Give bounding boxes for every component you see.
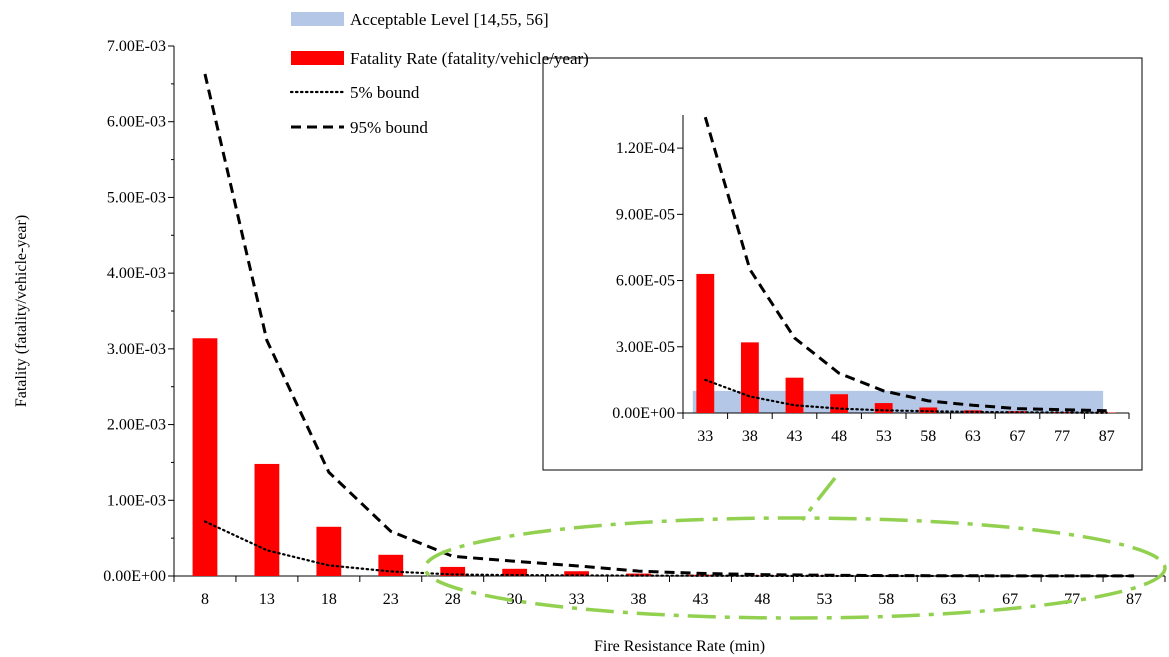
x-tick-label: 58: [878, 591, 894, 608]
x-tick-label: 43: [787, 428, 803, 445]
bound-5-line: [203, 520, 1136, 578]
legend: Acceptable Level [14,55, 56] Fatality Rat…: [289, 10, 589, 137]
fatality-rate-bar: [316, 526, 342, 576]
y-tick-label: 0.00E+00: [103, 568, 166, 585]
x-tick-label: 58: [920, 428, 936, 445]
y-tick-label: 1.00E-03: [107, 492, 166, 509]
x-tick-label: 13: [259, 591, 275, 608]
legend-label: 5% bound: [350, 83, 420, 102]
x-tick-label: 33: [569, 591, 585, 608]
x-tick-label: 87: [1099, 428, 1115, 445]
legend-label: Acceptable Level [14,55, 56]: [350, 10, 549, 29]
y-tick-label: 3.00E-05: [616, 339, 675, 356]
y-tick-label: 6.00E-03: [107, 114, 166, 131]
fatality-rate-bar: [378, 554, 404, 576]
fatality-rate-bar: [502, 568, 528, 576]
fatality-rate-bar: [785, 377, 804, 413]
x-tick-label: 87: [1126, 591, 1142, 608]
fatality-rate-bar: [830, 394, 849, 413]
y-tick-label: 2.00E-03: [107, 417, 166, 434]
y-axis-title: Fatality (fatality/vehicle-year): [13, 215, 30, 407]
y-tick-label: 7.00E-03: [107, 38, 166, 55]
y-tick-label: 6.00E-05: [616, 273, 675, 290]
x-tick-label: 38: [631, 591, 647, 608]
y-tick-label: 5.00E-03: [107, 189, 166, 206]
y-tick-label: 1.20E-04: [616, 140, 675, 157]
bound-5-line: [704, 378, 1108, 414]
x-tick-label: 38: [742, 428, 758, 445]
fatality-rate-bar: [254, 463, 280, 576]
x-tick-label: 28: [445, 591, 461, 608]
y-tick-label: 3.00E-03: [107, 341, 166, 358]
fatality-rate-bar: [696, 273, 715, 413]
callout-connector: [800, 476, 837, 522]
x-tick-label: 23: [383, 591, 399, 608]
legend-area-swatch: [291, 12, 344, 26]
inset-plot: 0.00E+00 3.00E-05 6.00E-05 9.00E-05 1.20E-04…: [542, 57, 1143, 471]
x-tick-label: 63: [940, 591, 956, 608]
y-tick-label: 9.00E-05: [616, 206, 675, 223]
x-tick-label: 53: [876, 428, 892, 445]
x-tick-label: 48: [831, 428, 847, 445]
x-tick-label: 30: [507, 591, 523, 608]
fatality-rate-bar: [564, 571, 589, 576]
legend-label: 95% bound: [350, 118, 428, 137]
fatality-rate-bar: [440, 566, 466, 576]
x-tick-label: 33: [697, 428, 713, 445]
callout-ellipse: [423, 516, 1167, 620]
y-tick-label: 0.00E+00: [612, 405, 675, 422]
main-plot: 0.00E+00 1.00E-03 2.00E-03 3.00E-03 4.00E-03…: [13, 38, 1166, 655]
y-tick-label: 4.00E-03: [107, 265, 166, 282]
x-tick-label: 63: [965, 428, 981, 445]
bound-95-line: [203, 73, 1135, 578]
x-tick-label: 18: [321, 591, 337, 608]
x-tick-label: 53: [816, 591, 832, 608]
x-tick-label: 43: [692, 591, 708, 608]
fatality-rate-bar: [192, 338, 218, 576]
x-tick-label: 67: [1010, 428, 1026, 445]
legend-label: Fatality Rate (fatality/vehicle/year): [350, 49, 589, 68]
x-tick-label: 48: [754, 591, 770, 608]
x-tick-label: 77: [1064, 591, 1080, 608]
x-tick-label: 67: [1002, 591, 1018, 608]
x-tick-label: 8: [201, 591, 209, 608]
x-axis-title: Fire Resistance Rate (min): [594, 638, 765, 655]
bound-95-line: [703, 116, 1107, 413]
x-tick-label: 77: [1054, 428, 1070, 445]
legend-bar-swatch: [291, 51, 344, 65]
zoom-callout: [423, 476, 1167, 620]
fatality-rate-bar: [874, 403, 893, 413]
fatality-rate-bar: [740, 342, 759, 413]
fatality-rate-bar: [919, 407, 938, 413]
